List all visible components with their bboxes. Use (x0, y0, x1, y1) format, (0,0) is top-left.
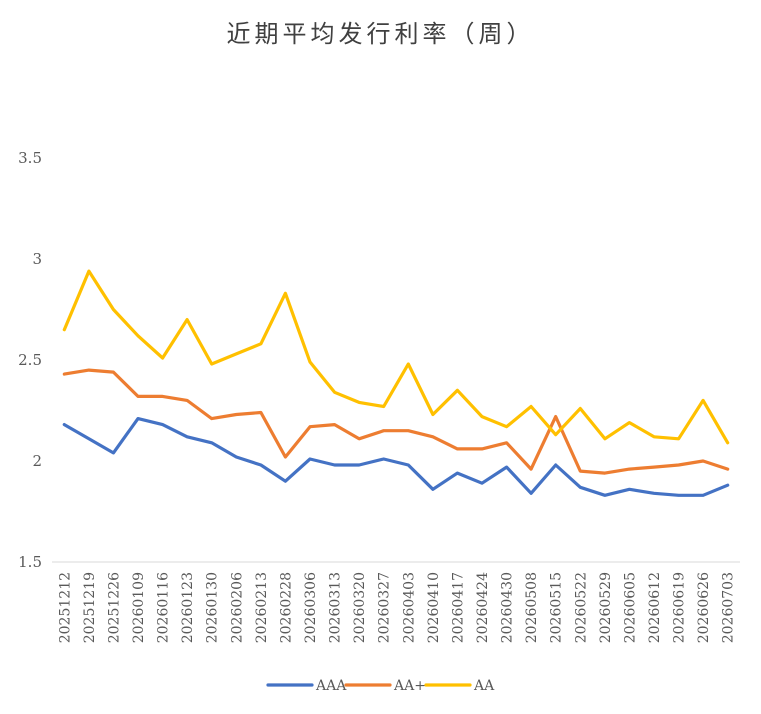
legend-label: AAA (315, 678, 347, 694)
x-tick-label: 20251219 (82, 572, 98, 643)
series-line-aaa (62, 417, 730, 497)
x-tick-label: 20260206 (229, 572, 245, 643)
y-axis-ticks: 1.5 2 2.5 3 3.5 (18, 149, 42, 571)
chart-title: 近期平均发行利率（周） (226, 20, 535, 48)
x-tick-label: 20260327 (377, 572, 393, 643)
x-tick-label: 20260213 (254, 572, 270, 643)
x-tick-label: 20260130 (205, 572, 221, 643)
x-tick-label: 20260313 (328, 572, 344, 643)
x-tick-label: 20260417 (450, 572, 466, 643)
y-tick-label: 3.5 (18, 149, 42, 167)
x-axis-ticks: 20251212 20251219 20251226 20260109 20260116… (57, 572, 736, 643)
y-tick-label: 3 (32, 250, 42, 268)
x-tick-label: 20260508 (524, 572, 540, 643)
x-tick-label: 20260424 (475, 572, 491, 643)
x-tick-label: 20260410 (426, 572, 442, 643)
series-lines (62, 269, 730, 497)
x-tick-label: 20260430 (500, 572, 516, 643)
x-tick-label: 20260612 (647, 572, 663, 643)
x-tick-label: 20251226 (106, 572, 122, 643)
legend-label: AA+ (393, 678, 426, 694)
x-tick-label: 20260109 (131, 572, 147, 643)
x-tick-label: 20260515 (549, 572, 565, 643)
series-line-aa-plus (62, 368, 730, 475)
x-tick-label: 20260529 (598, 572, 614, 643)
legend: AAA AA+ AA (266, 678, 495, 694)
x-tick-label: 20260123 (180, 572, 196, 643)
x-tick-label: 20260403 (401, 572, 417, 643)
x-tick-label: 20260605 (622, 572, 638, 643)
x-tick-label: 20251212 (57, 572, 73, 643)
x-tick-label: 20260703 (721, 572, 737, 643)
y-tick-label: 1.5 (18, 553, 42, 571)
x-tick-label: 20260522 (573, 572, 589, 643)
legend-label: AA (473, 678, 495, 694)
x-tick-label: 20260306 (303, 572, 319, 643)
series-line-aa (62, 269, 730, 445)
x-tick-label: 20260116 (156, 572, 172, 643)
x-tick-label: 20260228 (278, 572, 294, 643)
y-tick-label: 2 (32, 452, 42, 470)
x-tick-label: 20260320 (352, 572, 368, 643)
y-tick-label: 2.5 (18, 351, 42, 369)
x-tick-label: 20260626 (696, 572, 712, 643)
x-tick-label: 20260619 (672, 572, 688, 643)
